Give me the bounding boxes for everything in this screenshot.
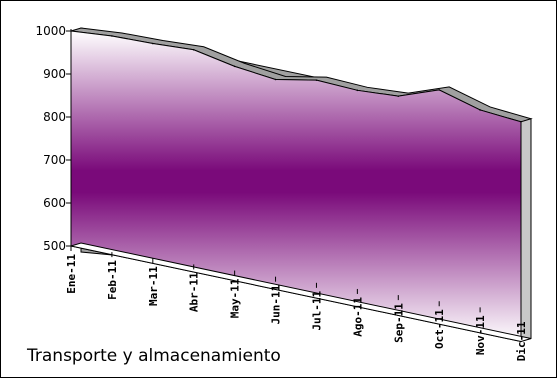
data-point [479,109,481,111]
x-tick-label: Mar-11 [147,266,160,306]
data-point [192,48,195,51]
x-tick-label: Jul-11 [310,290,323,330]
data-point [356,89,359,92]
data-point [315,79,318,81]
chart-title: Transporte y almacenamiento [27,346,281,366]
data-point [233,65,236,68]
x-tick-label: Ene-11 [65,254,78,294]
x-tick-label: Jun-11 [270,284,283,324]
area-side-face [520,118,532,343]
y-tick-label: 900 [43,67,66,81]
y-tick-label: 800 [43,110,66,124]
y-tick-label: 600 [43,196,66,210]
data-point [274,78,277,81]
x-tick-label: Oct-11 [433,309,446,349]
y-tick-label: 500 [43,239,66,253]
x-tick-label: Dic-11 [515,321,528,361]
x-tick-label: May-11 [229,278,242,318]
data-point [438,89,440,91]
data-point [111,35,113,37]
data-point [152,42,154,45]
x-tick-label: Abr-11 [188,272,201,312]
x-tick-label: Nov-11 [474,315,487,355]
y-tick-label: 700 [43,153,66,167]
x-tick-label: Feb-11 [106,260,119,300]
chart-floor [70,242,532,343]
x-tick-label: Sep-11 [392,303,405,343]
y-tick-label: 1000 [35,24,66,38]
x-tick-label: Ago-11 [351,297,364,337]
data-point [397,95,400,97]
data-point [520,121,522,123]
